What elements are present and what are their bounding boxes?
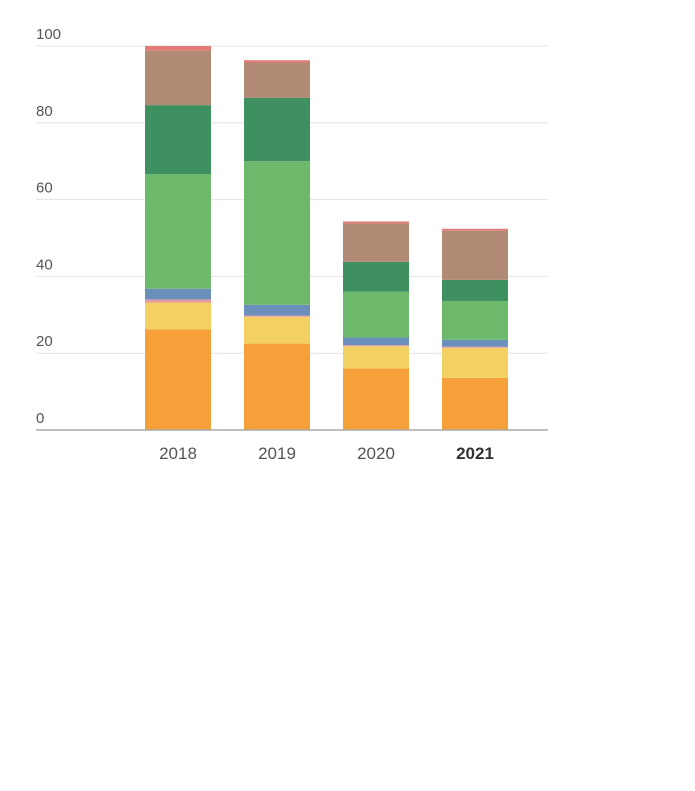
- bar-stack-2021: [442, 228, 508, 430]
- x-category-label-2018: 2018: [159, 444, 197, 463]
- bar-segment-2020-4[interactable]: [343, 337, 409, 346]
- bar-stack-2020: [343, 221, 409, 430]
- bar-segment-2020-1[interactable]: [343, 368, 409, 430]
- y-tick-label: 20: [36, 333, 53, 350]
- bar-segment-2021-6[interactable]: [442, 279, 508, 301]
- bar-segment-2018-7[interactable]: [145, 50, 211, 106]
- bar-segment-2021-2[interactable]: [442, 347, 508, 378]
- x-category-label-2019: 2019: [258, 444, 296, 463]
- bar-segment-2019-4[interactable]: [244, 304, 310, 316]
- bar-segment-2019-5[interactable]: [244, 161, 310, 305]
- bar-segment-2018-2[interactable]: [145, 302, 211, 330]
- bar-segment-2018-6[interactable]: [145, 105, 211, 175]
- bar-stack-2019: [244, 60, 310, 430]
- bar-segment-2018-4[interactable]: [145, 288, 211, 300]
- bar-segment-2019-7[interactable]: [244, 62, 310, 98]
- bar-segment-2021-1[interactable]: [442, 377, 508, 430]
- bar-segment-2018-5[interactable]: [145, 174, 211, 289]
- y-tick-label: 0: [36, 410, 44, 427]
- x-axis-labels: 2018 2019 2020 2021: [159, 444, 494, 463]
- x-category-label-2021: 2021: [456, 444, 494, 463]
- bars-layer: [145, 46, 508, 430]
- bar-segment-2020-7[interactable]: [343, 223, 409, 262]
- y-tick-label: 40: [36, 256, 53, 273]
- bar-segment-2019-6[interactable]: [244, 97, 310, 162]
- bar-segment-2020-8[interactable]: [343, 221, 409, 224]
- bar-segment-2020-3[interactable]: [343, 345, 409, 347]
- bar-segment-2019-8[interactable]: [244, 60, 310, 63]
- bar-segment-2021-3[interactable]: [442, 346, 508, 348]
- bar-segment-2021-4[interactable]: [442, 339, 508, 347]
- x-category-label-2020: 2020: [357, 444, 395, 463]
- bar-segment-2021-7[interactable]: [442, 230, 508, 280]
- bar-segment-2018-8[interactable]: [145, 46, 211, 51]
- bar-segment-2019-1[interactable]: [244, 343, 310, 430]
- y-tick-label: 60: [36, 180, 53, 197]
- bar-segment-2019-2[interactable]: [244, 316, 310, 344]
- bar-segment-2018-1[interactable]: [145, 329, 211, 430]
- bar-segment-2020-5[interactable]: [343, 291, 409, 338]
- y-tick-label: 80: [36, 103, 53, 120]
- y-axis-ticks: 0 20 40 60 80 100: [36, 26, 61, 427]
- y-tick-label: 100: [36, 26, 61, 43]
- bar-stack-2018: [145, 46, 211, 430]
- bar-segment-2020-2[interactable]: [343, 346, 409, 369]
- bar-segment-2020-6[interactable]: [343, 261, 409, 292]
- bar-segment-2021-5[interactable]: [442, 300, 508, 340]
- bar-segment-2021-8[interactable]: [442, 228, 508, 231]
- bar-segment-2019-3[interactable]: [244, 315, 310, 317]
- bar-segment-2018-3[interactable]: [145, 299, 211, 303]
